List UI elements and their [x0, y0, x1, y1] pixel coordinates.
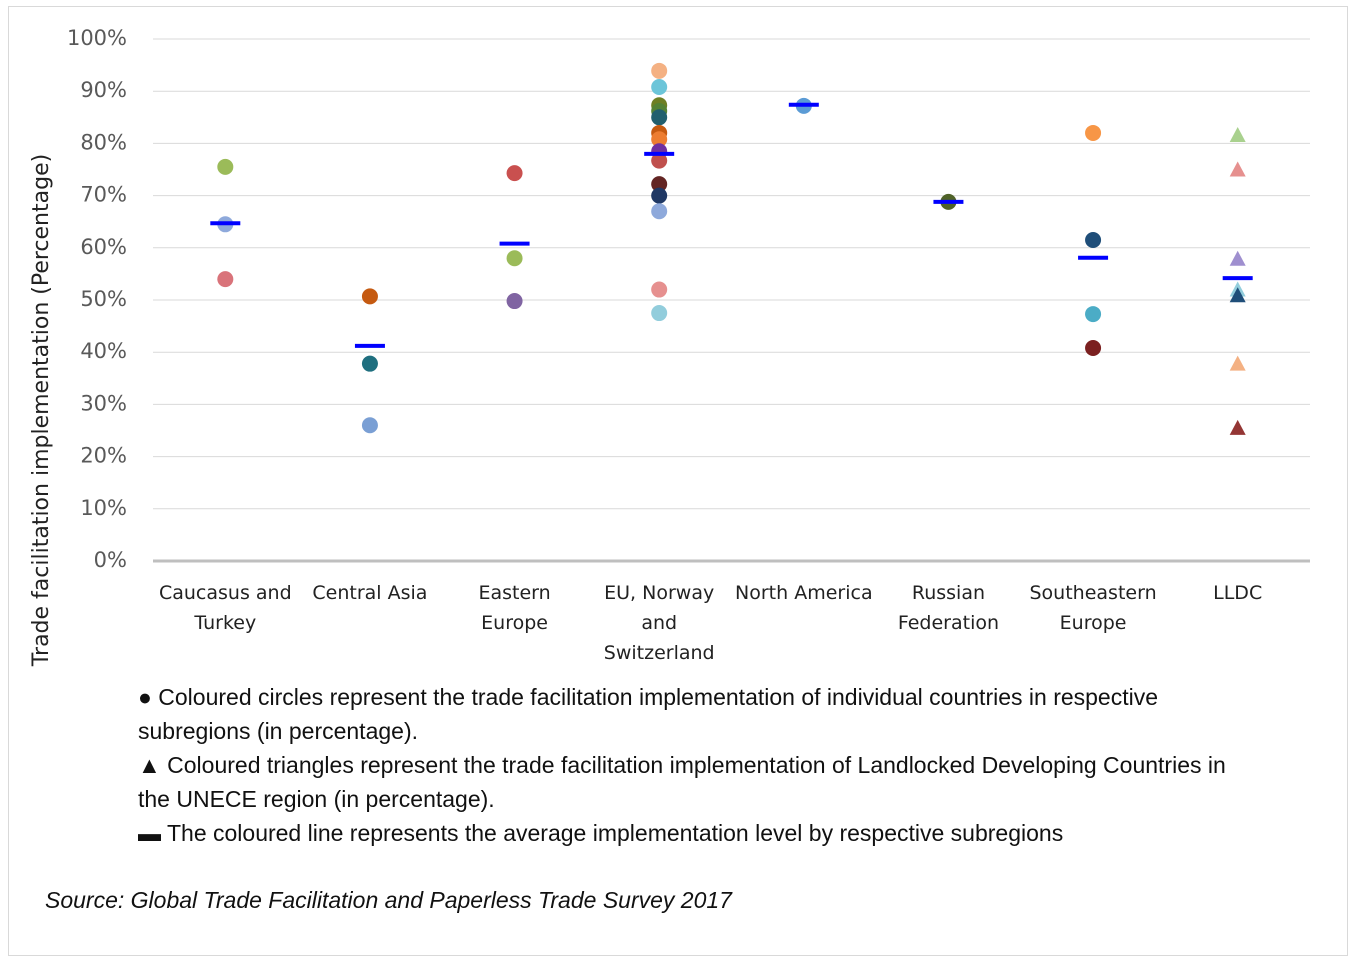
triangle-point: [1229, 419, 1246, 435]
circle-point: [1085, 124, 1102, 141]
y-tick-label: 10%: [80, 496, 127, 520]
y-tick-label: 40%: [80, 339, 127, 363]
circle-point: [506, 165, 523, 182]
y-tick-label: 30%: [80, 391, 127, 415]
y-tick-label: 90%: [80, 78, 127, 102]
y-tick-label: 20%: [80, 444, 127, 468]
x-tick-label: EU, Norway and Switzerland: [603, 582, 715, 664]
circle-point: [651, 281, 668, 298]
x-tick-label: Southeastern Europe: [1029, 582, 1157, 634]
circle-point: [651, 109, 668, 126]
circle-point: [506, 293, 523, 310]
circle-point: [361, 417, 378, 434]
circle-point: [651, 203, 668, 220]
y-axis-label: Trade facilitation implementation (Perce…: [29, 154, 54, 667]
source: Source: Global Trade Facilitation and Pa…: [45, 887, 732, 913]
circle-point: [651, 152, 668, 169]
circle-point: [651, 131, 668, 148]
y-tick-label: 0%: [94, 548, 127, 572]
circle-point: [217, 158, 234, 175]
x-tick-label: North America: [735, 582, 873, 604]
x-tick-label: Russian Federation: [897, 582, 1000, 634]
circle-point: [506, 250, 523, 267]
y-tick-label: 60%: [80, 235, 127, 259]
circle-point: [651, 187, 668, 204]
circle-point: [1085, 340, 1102, 357]
circle-point: [1085, 306, 1102, 323]
circle-point: [651, 305, 668, 322]
y-tick-label: 100%: [67, 26, 127, 50]
x-tick-label: Caucasus and Turkey: [158, 582, 292, 634]
circle-point: [1085, 231, 1102, 248]
note: ▲ Coloured triangles represent the trade…: [138, 752, 1226, 812]
x-tick-label: LLDC: [1213, 582, 1263, 604]
triangle-point: [1229, 250, 1246, 266]
circle-point: [361, 288, 378, 305]
triangle-point: [1229, 127, 1246, 143]
y-tick-label: 50%: [80, 287, 127, 311]
frame: [8, 6, 1348, 956]
triangle-point: [1229, 355, 1246, 371]
circle-point: [651, 62, 668, 79]
note: ● Coloured circles represent the trade f…: [138, 684, 1159, 744]
x-tick-label: Central Asia: [312, 582, 428, 604]
y-tick-label: 70%: [80, 183, 127, 207]
circle-point: [651, 79, 668, 96]
y-tick-label: 80%: [80, 130, 127, 154]
x-tick-label: Eastern Europe: [478, 582, 551, 634]
circle-point: [651, 176, 668, 193]
triangle-point: [1229, 287, 1246, 303]
circle-point: [361, 355, 378, 372]
note: ▬ The coloured line represents the avera…: [138, 820, 1064, 846]
triangle-point: [1229, 161, 1246, 177]
circle-point: [217, 271, 234, 288]
